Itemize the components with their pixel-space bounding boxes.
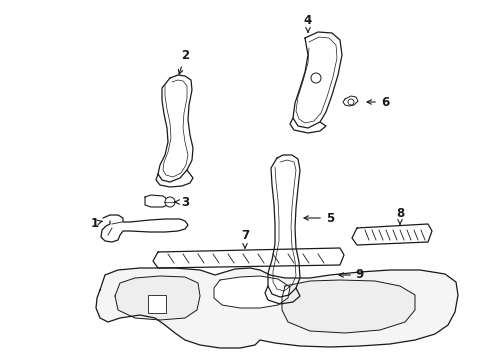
Polygon shape xyxy=(292,32,341,128)
Polygon shape xyxy=(96,268,457,348)
Text: 9: 9 xyxy=(338,269,364,282)
Text: 6: 6 xyxy=(366,95,388,108)
Text: 5: 5 xyxy=(304,212,333,225)
Text: 3: 3 xyxy=(175,195,189,208)
Circle shape xyxy=(347,99,353,105)
Text: 7: 7 xyxy=(241,229,248,248)
Text: 8: 8 xyxy=(395,207,403,225)
Polygon shape xyxy=(267,155,299,297)
Polygon shape xyxy=(282,280,414,333)
Polygon shape xyxy=(214,276,289,308)
Text: 4: 4 xyxy=(303,14,311,32)
Polygon shape xyxy=(342,96,357,106)
Polygon shape xyxy=(351,224,431,245)
Text: 2: 2 xyxy=(178,49,189,74)
Text: 1: 1 xyxy=(91,216,102,230)
Polygon shape xyxy=(115,276,200,320)
Bar xyxy=(148,295,165,313)
Circle shape xyxy=(164,197,175,207)
Polygon shape xyxy=(153,248,343,268)
Polygon shape xyxy=(145,195,167,207)
Polygon shape xyxy=(158,75,193,182)
